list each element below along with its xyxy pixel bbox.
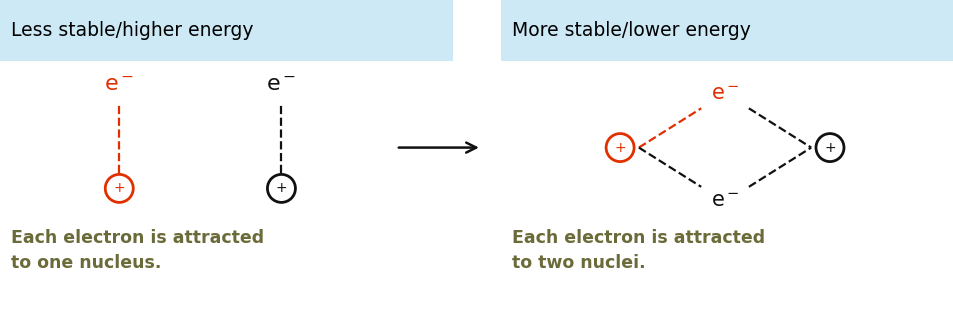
Text: +: +	[614, 141, 625, 154]
Text: e$^-$: e$^-$	[710, 84, 739, 104]
Text: Each electron is attracted
to one nucleus.: Each electron is attracted to one nucleu…	[11, 229, 264, 272]
Text: +: +	[275, 181, 287, 195]
Text: e$^-$: e$^-$	[104, 75, 134, 95]
Bar	[0, 0, 453, 61]
Text: +: +	[823, 141, 835, 154]
Text: Less stable/higher energy: Less stable/higher energy	[11, 21, 253, 40]
Text: More stable/lower energy: More stable/lower energy	[512, 21, 750, 40]
Text: Each electron is attracted
to two nuclei.: Each electron is attracted to two nuclei…	[512, 229, 764, 272]
Text: e$^-$: e$^-$	[266, 75, 296, 95]
Text: +: +	[113, 181, 125, 195]
Text: e$^-$: e$^-$	[710, 191, 739, 211]
Bar	[500, 0, 953, 61]
